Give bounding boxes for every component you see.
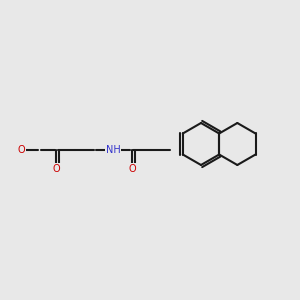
Text: O: O — [52, 164, 60, 174]
Text: NH: NH — [106, 145, 120, 155]
Text: O: O — [17, 145, 25, 155]
Text: O: O — [128, 164, 136, 174]
